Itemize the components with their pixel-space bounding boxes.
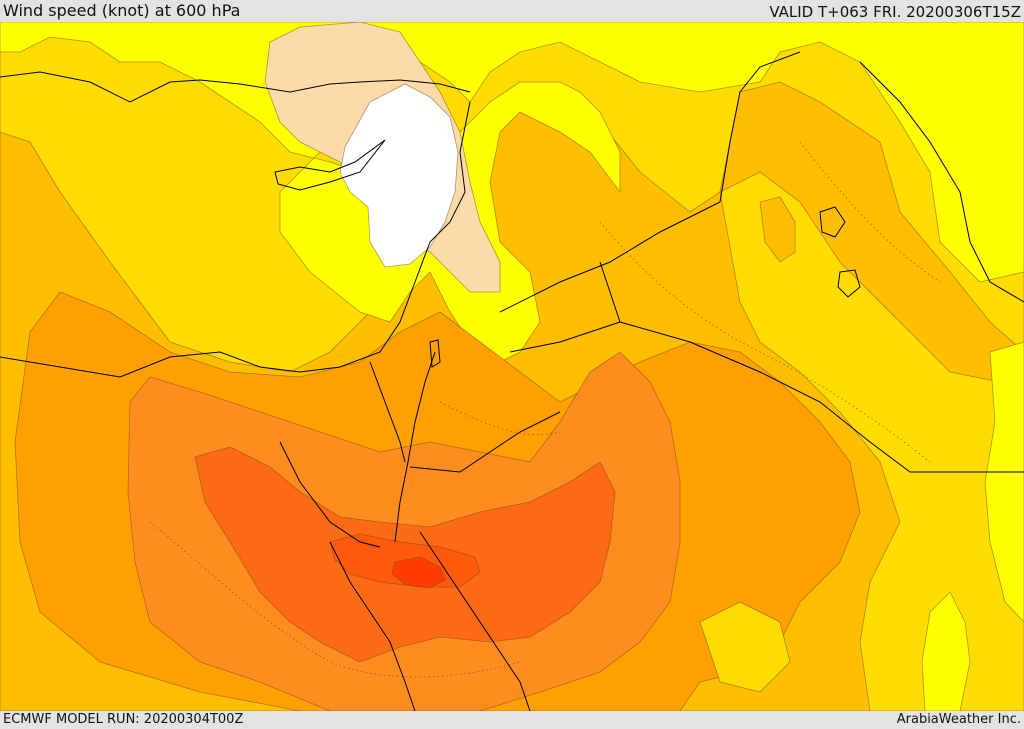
borders-and-coastlines — [0, 51, 1024, 711]
fill-yellow-patch-southeast — [921, 591, 971, 711]
border-egypt-israel — [369, 361, 406, 463]
footer-bar: ECMWF MODEL RUN: 20200304T00Z ArabiaWeat… — [0, 711, 1024, 729]
dotted-isolines — [149, 141, 941, 678]
border-saudi-jordan — [509, 261, 621, 353]
isoline-4 — [439, 401, 561, 436]
island-cyprus — [274, 139, 386, 191]
border-jordan-iraq — [499, 201, 721, 313]
isoline-2 — [599, 221, 931, 463]
valid-time: VALID T+063 FRI. 20200306T15Z — [769, 3, 1021, 21]
fill-yellow-north — [0, 22, 1024, 363]
credit-label: ArabiaWeather Inc. — [896, 712, 1021, 727]
gulf-of-aqaba — [394, 351, 436, 543]
wind-speed-fill — [0, 22, 1024, 711]
lake-2 — [837, 269, 861, 298]
fill-white — [339, 83, 459, 268]
fill-yellow-patch-east — [984, 341, 1024, 623]
border-syria-iraq — [719, 51, 801, 203]
border-iraq-saudi — [619, 321, 1024, 473]
fill-gold-patch-south — [699, 601, 791, 693]
gulf-of-suez — [279, 441, 381, 548]
dead-sea — [429, 339, 441, 368]
wind-speed-map — [0, 22, 1024, 711]
coastline-med-north — [0, 71, 471, 103]
map-title: Wind speed (knot) at 600 hPa — [3, 1, 241, 20]
isoline-1 — [149, 521, 521, 678]
lake-1 — [819, 206, 846, 238]
coastline-med-south — [0, 241, 431, 378]
header-bar: Wind speed (knot) at 600 hPa VALID T+063… — [0, 0, 1024, 22]
border-saudi-south — [409, 411, 561, 473]
model-run-label: ECMWF MODEL RUN: 20200304T00Z — [3, 712, 244, 727]
fill-amber-blob-east — [759, 196, 796, 263]
red-sea-west — [329, 541, 416, 711]
fill-red-core — [391, 556, 446, 589]
border-iraq-iran — [859, 61, 1024, 303]
coastline-levant — [429, 101, 471, 243]
fill-gold-east — [719, 171, 1024, 711]
red-sea-east — [419, 531, 531, 711]
isoline-3 — [799, 141, 941, 283]
